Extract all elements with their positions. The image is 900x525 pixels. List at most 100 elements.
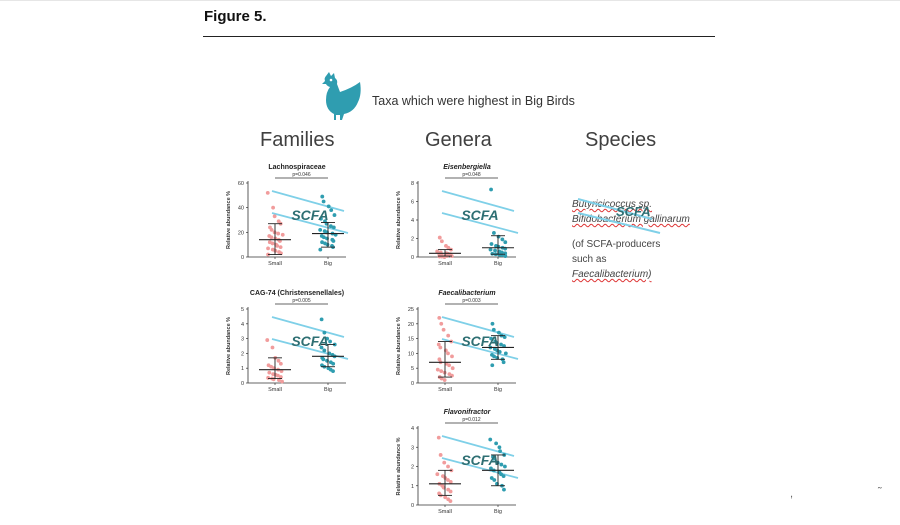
- point-big: [490, 363, 495, 368]
- point-small: [266, 375, 271, 380]
- point-small: [436, 435, 441, 440]
- scfa-line-lower: [271, 212, 349, 234]
- x-tick-label: Small: [438, 387, 452, 393]
- species-bifidobacterium: Bifidobacterium gallinarum: [572, 214, 690, 225]
- point-big: [499, 342, 503, 347]
- point-big: [318, 247, 323, 252]
- x-tick-label: Small: [438, 509, 452, 515]
- point-big: [322, 348, 327, 353]
- point-small: [270, 345, 275, 350]
- scfa-line-lower: [441, 212, 519, 234]
- y-tick-label: 20: [238, 230, 244, 236]
- point-small: [265, 190, 270, 195]
- point-big: [321, 199, 326, 204]
- point-small: [269, 364, 274, 369]
- y-axis-label: Relative abundance %: [226, 317, 232, 375]
- scfa-line-upper: [271, 316, 345, 338]
- point-big: [497, 350, 502, 354]
- y-tick-label: 15: [408, 337, 414, 343]
- x-tick-label: Big: [494, 387, 502, 393]
- x-tick-label: Small: [438, 261, 452, 267]
- point-big: [318, 227, 323, 232]
- y-tick-label: 25: [408, 307, 414, 313]
- x-tick-label: Big: [494, 509, 502, 515]
- point-big: [493, 248, 497, 253]
- point-big: [326, 204, 331, 209]
- point-small: [276, 358, 281, 363]
- column-heading-species: Species: [585, 129, 657, 151]
- y-tick-label: 0: [241, 255, 244, 261]
- x-tick-label: Big: [324, 387, 332, 393]
- column-heading-families: Families: [260, 129, 335, 151]
- point-big: [320, 194, 325, 199]
- point-big: [502, 487, 506, 492]
- point-big: [331, 361, 336, 366]
- y-tick-label: 0: [241, 381, 244, 387]
- point-big: [331, 225, 336, 230]
- point-big: [491, 327, 496, 332]
- pvalue-label: p=0.005: [292, 298, 310, 304]
- scfa-line-upper: [441, 190, 515, 212]
- point-big: [489, 466, 493, 471]
- point-small: [448, 499, 453, 504]
- point-small: [450, 366, 455, 371]
- point-small: [443, 495, 448, 500]
- point-big: [322, 330, 327, 335]
- point-small: [435, 472, 440, 477]
- y-tick-label: 40: [238, 206, 244, 212]
- point-small: [265, 338, 270, 342]
- point-big: [331, 239, 336, 243]
- chicken-icon: [322, 72, 361, 120]
- chart-title: Faecalibacterium: [438, 290, 495, 297]
- point-small: [280, 379, 284, 384]
- point-small: [275, 373, 280, 378]
- point-small: [447, 363, 451, 368]
- scfa-label: SCFA: [461, 333, 498, 349]
- scfa-label: SCFA: [461, 207, 498, 223]
- point-small: [272, 214, 277, 219]
- figure-label: Figure 5.: [204, 8, 267, 25]
- edge-mark-left: ,: [790, 488, 794, 500]
- point-small: [435, 367, 440, 372]
- y-axis-label: Relative abundance %: [396, 191, 402, 249]
- point-small: [438, 345, 443, 350]
- point-big: [503, 351, 508, 356]
- point-big: [331, 369, 335, 374]
- point-big: [332, 213, 337, 217]
- chart-title: Flavonifractor: [444, 409, 492, 416]
- point-big: [501, 360, 506, 365]
- scfa-arrow-lines: [577, 198, 661, 234]
- y-tick-label: 5: [411, 366, 414, 372]
- y-axis-label: Relative abundance %: [226, 191, 232, 249]
- species-panel: Butyricicoccus sp. Bifidobacterium galli…: [572, 197, 732, 282]
- point-big: [501, 474, 506, 479]
- point-big: [498, 449, 502, 453]
- point-small: [442, 378, 447, 382]
- point-small: [439, 369, 444, 374]
- point-small: [446, 333, 451, 338]
- scfa-line-upper: [441, 435, 515, 457]
- y-tick-label: 2: [241, 351, 244, 357]
- y-tick-label: 0: [411, 503, 414, 509]
- point-small: [270, 241, 275, 246]
- point-big: [499, 462, 504, 467]
- point-small: [266, 246, 270, 251]
- point-small: [276, 231, 281, 236]
- point-big: [503, 240, 508, 245]
- x-tick-label: Small: [268, 387, 282, 393]
- species-note-3: Faecalibacterium): [572, 269, 652, 280]
- point-big: [325, 242, 330, 247]
- point-big: [319, 317, 324, 322]
- point-small: [436, 342, 441, 347]
- y-axis-label: Relative abundance %: [396, 437, 402, 495]
- point-small: [269, 235, 274, 240]
- species-scfa-label: SCFA: [616, 204, 651, 219]
- point-small: [280, 232, 285, 237]
- point-small: [450, 373, 454, 378]
- chart-title: Eisenbergiella: [443, 164, 491, 171]
- point-small: [437, 235, 442, 240]
- y-tick-label: 2: [411, 465, 414, 471]
